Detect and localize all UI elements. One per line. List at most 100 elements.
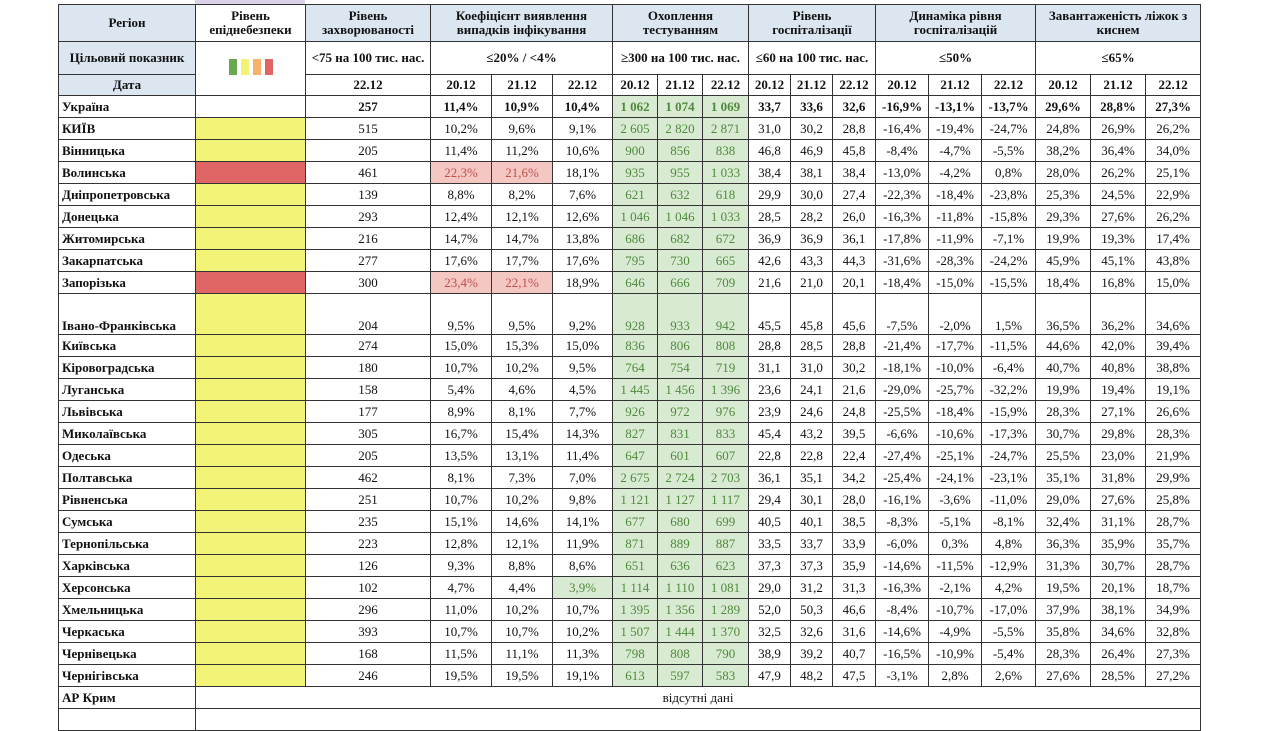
oxygen-bed-load: 40,7%	[1035, 356, 1092, 379]
hospitalization-dynamics: -15,8%	[981, 205, 1037, 228]
hospitalization-rate: 33,7	[790, 532, 834, 555]
detection-rate: 8,6%	[552, 554, 613, 577]
detection-rate: 15,0%	[430, 334, 492, 357]
oxygen-bed-load: 19,9%	[1035, 227, 1092, 250]
oxygen-bed-load: 24,5%	[1090, 183, 1147, 206]
oxygen-bed-load: 25,1%	[1145, 161, 1202, 184]
detection-rate: 10,4%	[552, 95, 613, 118]
detection-rate: 10,6%	[552, 139, 613, 162]
oxygen-bed-load: 28,3%	[1035, 400, 1092, 423]
detection-rate: 8,9%	[430, 400, 492, 423]
testing-coverage: 601	[657, 444, 703, 467]
region-name: Хмельницька	[58, 598, 196, 621]
epidemic-level-cell	[195, 488, 306, 511]
region-name	[58, 708, 196, 731]
date-header: 20.12	[875, 74, 930, 96]
incidence-rate: 204	[305, 293, 431, 335]
testing-coverage: 926	[612, 400, 658, 423]
detection-rate: 18,9%	[552, 271, 613, 294]
table-row: Житомирська 216 14,7% 14,7% 13,8% 686 682 672 36…	[58, 227, 1202, 250]
hospitalization-rate: 39,5	[832, 422, 877, 445]
hospitalization-dynamics: -17,7%	[928, 334, 983, 357]
testing-coverage: 976	[701, 400, 750, 423]
oxygen-bed-load: 28,5%	[1090, 664, 1147, 687]
epidemic-level-cell	[195, 139, 306, 162]
detection-rate: 9,5%	[430, 293, 492, 335]
testing-coverage: 831	[657, 422, 703, 445]
incidence-rate: 180	[305, 356, 431, 379]
detection-rate: 12,6%	[552, 205, 613, 228]
region-name: Волинська	[58, 161, 196, 184]
table-row: Закарпатська 277 17,6% 17,7% 17,6% 795 730 665 4…	[58, 249, 1202, 272]
hospitalization-rate: 32,5	[748, 620, 792, 643]
oxygen-bed-load: 28,0%	[1035, 161, 1092, 184]
hospitalization-dynamics: -24,1%	[928, 466, 983, 489]
testing-coverage: 2 605	[612, 117, 658, 140]
hospitalization-rate: 28,5	[748, 205, 792, 228]
detection-rate: 12,1%	[491, 532, 553, 555]
testing-coverage: 613	[612, 664, 658, 687]
hospitalization-rate: 37,3	[748, 554, 792, 577]
hospitalization-rate: 23,6	[748, 378, 792, 401]
hospitalization-dynamics: -10,6%	[928, 422, 983, 445]
oxygen-bed-load: 16,8%	[1090, 271, 1147, 294]
hospitalization-dynamics: -6,4%	[981, 356, 1037, 379]
oxygen-bed-load: 38,2%	[1035, 139, 1092, 162]
detection-rate: 9,5%	[491, 293, 553, 335]
testing-coverage: 680	[657, 510, 703, 533]
testing-coverage: 623	[701, 554, 750, 577]
hospitalization-dynamics: -24,7%	[981, 117, 1037, 140]
hospitalization-dynamics: -11,8%	[928, 205, 983, 228]
testing-coverage: 833	[701, 422, 750, 445]
table-row: Чернігівська 246 19,5% 19,5% 19,1% 613 597 583 4…	[58, 664, 1202, 687]
testing-coverage: 618	[701, 183, 750, 206]
testing-coverage: 1 456	[657, 378, 703, 401]
hospitalization-dynamics: -3,1%	[875, 664, 930, 687]
testing-coverage: 686	[612, 227, 658, 250]
testing-coverage: 2 724	[657, 466, 703, 489]
hospitalization-dynamics: -15,9%	[981, 400, 1037, 423]
detection-rate: 10,7%	[491, 620, 553, 643]
region-name: АР Крим	[58, 686, 196, 709]
hospitalization-dynamics: -25,1%	[928, 444, 983, 467]
oxygen-bed-load: 27,1%	[1090, 400, 1147, 423]
hospitalization-dynamics: -10,9%	[928, 642, 983, 665]
epidemic-level-cell	[195, 334, 306, 357]
testing-coverage: 1 046	[657, 205, 703, 228]
incidence-rate: 305	[305, 422, 431, 445]
region-name: Львівська	[58, 400, 196, 423]
oxygen-bed-load: 28,7%	[1145, 554, 1202, 577]
incidence-rate: 246	[305, 664, 431, 687]
epidemic-level-cell	[195, 510, 306, 533]
testing-coverage: 682	[657, 227, 703, 250]
hospitalization-dynamics: -8,1%	[981, 510, 1037, 533]
oxygen-bed-load: 36,3%	[1035, 532, 1092, 555]
table-row: Черкаська 393 10,7% 10,7% 10,2% 1 507 1 444 1 3…	[58, 620, 1202, 643]
date-header: 20.12	[612, 74, 658, 96]
incidence-rate: 235	[305, 510, 431, 533]
hospitalization-dynamics: -29,0%	[875, 378, 930, 401]
region-name: Україна	[58, 95, 196, 118]
detection-rate: 10,2%	[491, 598, 553, 621]
table-row: Київська 274 15,0% 15,3% 15,0% 836 806 808 28,8 2…	[58, 334, 1202, 357]
table-row: Харківська 126 9,3% 8,8% 8,6% 651 636 623 37,3 37…	[58, 554, 1202, 577]
incidence-rate: 177	[305, 400, 431, 423]
table-row: Херсонська 102 4,7% 4,4% 3,9% 1 114 1 110 1 081…	[58, 576, 1202, 599]
detection-rate: 13,1%	[491, 444, 553, 467]
hospitalization-rate: 31,2	[790, 576, 834, 599]
hospitalization-dynamics: -25,7%	[928, 378, 983, 401]
oxygen-bed-load: 34,9%	[1145, 598, 1202, 621]
hospitalization-dynamics: -16,4%	[875, 117, 930, 140]
hospitalization-rate: 29,0	[748, 576, 792, 599]
date-header: 21.12	[1090, 74, 1147, 96]
detection-rate: 12,8%	[430, 532, 492, 555]
testing-coverage: 933	[657, 293, 703, 335]
level-legend	[195, 41, 306, 96]
hospitalization-dynamics: -23,8%	[981, 183, 1037, 206]
legend-swatch	[264, 59, 273, 75]
header-test: Охоплення тестуванням	[611, 4, 750, 42]
hospitalization-dynamics: 0,8%	[981, 161, 1037, 184]
testing-coverage: 632	[657, 183, 703, 206]
region-name: Івано-Франківська	[58, 293, 196, 335]
hospitalization-rate: 31,1	[748, 356, 792, 379]
